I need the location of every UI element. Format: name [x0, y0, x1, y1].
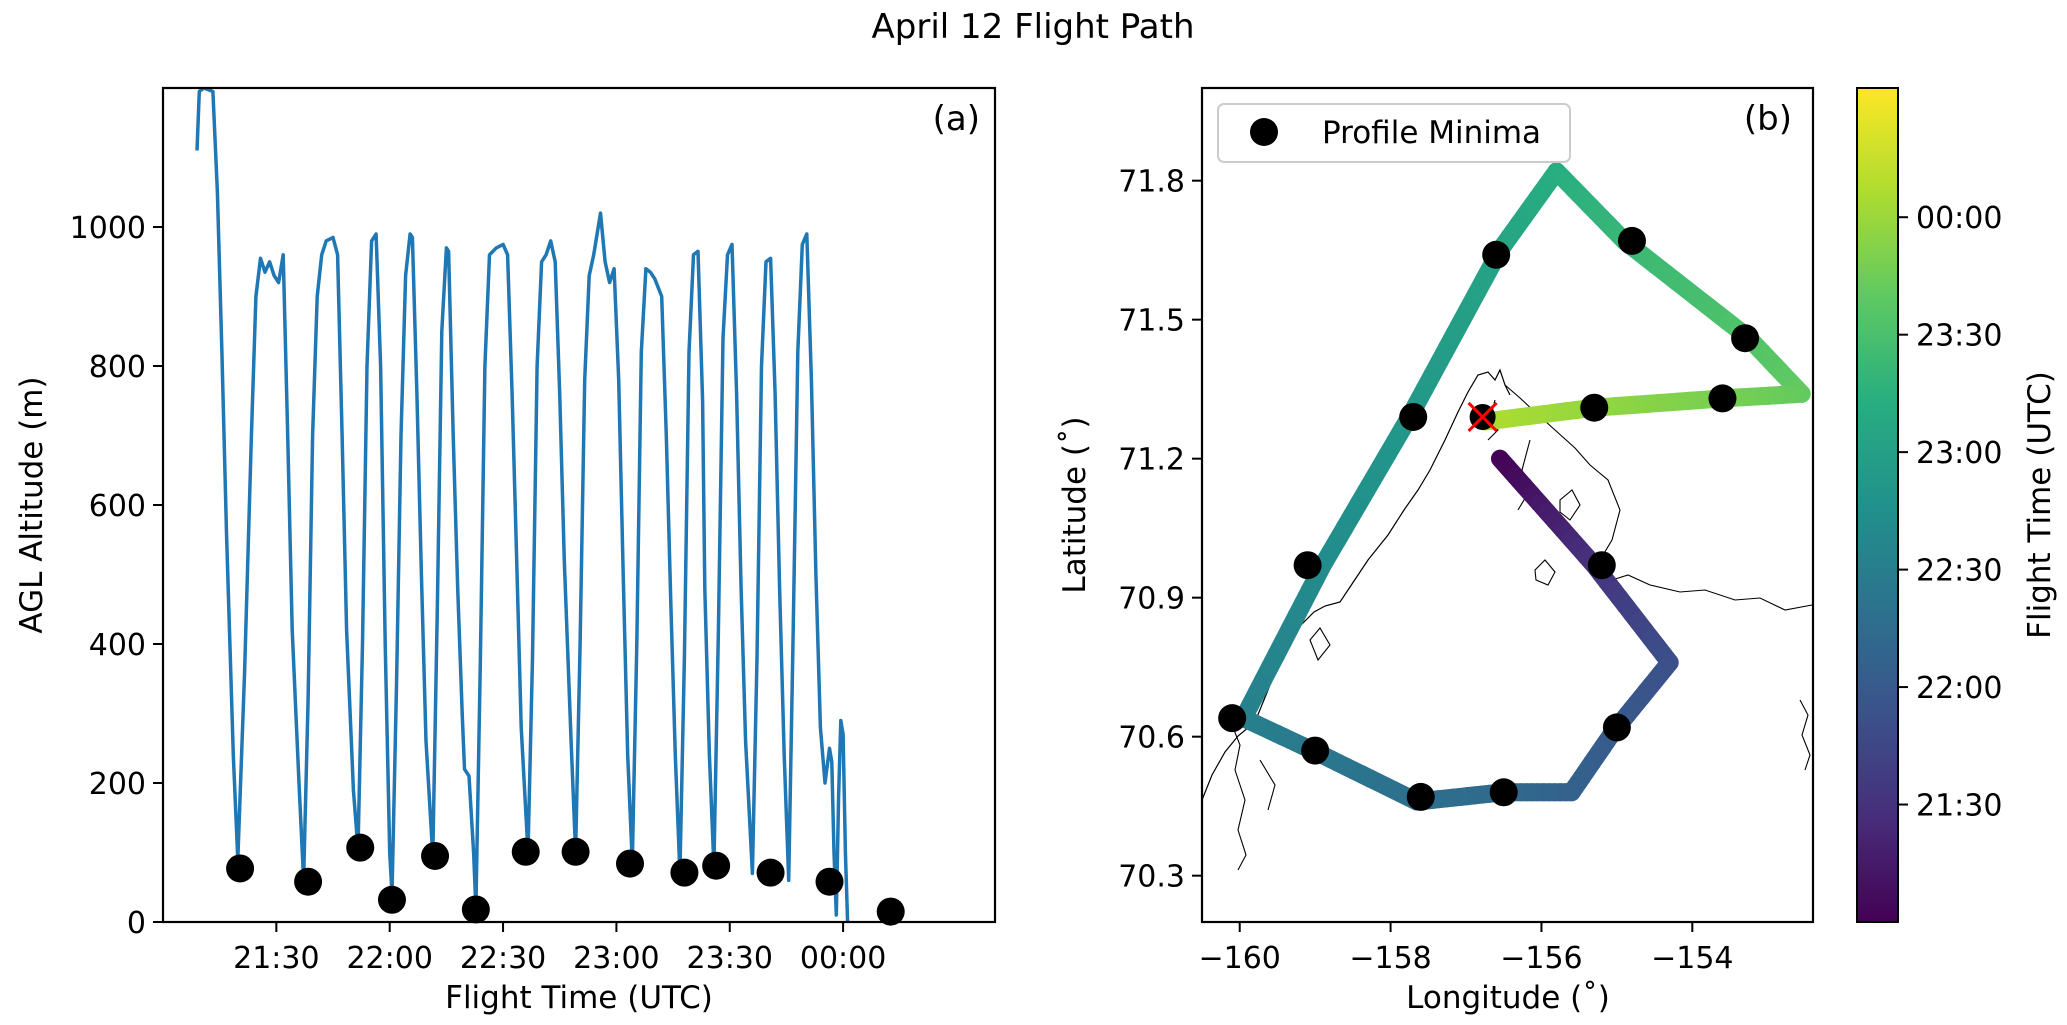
panel-a-minima-markers — [226, 833, 905, 926]
altitude-line — [195, 88, 850, 922]
colorbar-tick-label: 00:00 — [1916, 201, 2002, 236]
x-tick-label: 23:30 — [687, 941, 773, 976]
profile-minimum-marker — [1602, 713, 1631, 742]
profile-minimum-marker — [561, 837, 590, 866]
panel-a-label: (a) — [933, 99, 980, 139]
coastline-island-1 — [1534, 559, 1556, 586]
figure-title: April 12 Flight Path — [872, 7, 1195, 47]
y-tick-label: 200 — [89, 767, 146, 802]
y-tick-label: 70.3 — [1118, 860, 1185, 895]
profile-minimum-marker — [1587, 551, 1616, 580]
x-tick-label: 22:30 — [460, 941, 546, 976]
legend-label: Profile Minima — [1322, 115, 1541, 151]
y-tick-label: 400 — [89, 628, 146, 663]
x-tick-label: −154 — [1651, 941, 1733, 976]
profile-minimum-marker — [1731, 324, 1760, 353]
panel-b-x-axis-label: Longitude (˚) — [1406, 980, 1610, 1016]
colorbar-label: Flight Time (UTC) — [2022, 371, 2058, 639]
panel-b-label: (b) — [1744, 99, 1792, 139]
panel-a: 21:30 22:00 22:30 23:00 23:30 00:00 0 200 400 60… — [14, 86, 997, 1016]
x-tick-label: −160 — [1199, 941, 1281, 976]
panel-a-x-axis: 21:30 22:00 22:30 23:00 23:30 00:00 — [233, 922, 886, 976]
y-tick-label: 71.5 — [1118, 304, 1185, 339]
profile-minimum-marker — [1399, 402, 1428, 431]
profile-minimum-marker — [1580, 393, 1609, 422]
coastline-east — [1799, 699, 1811, 771]
x-tick-label: 23:00 — [573, 941, 659, 976]
coastline-outline — [1202, 368, 1511, 801]
flight-path — [1234, 162, 1811, 811]
coastline-southwest — [1229, 719, 1276, 871]
profile-minimum-marker — [461, 895, 490, 924]
profile-minimum-marker — [1489, 778, 1518, 807]
x-tick-label: 21:30 — [233, 941, 319, 976]
y-tick-label: 0 — [127, 906, 146, 941]
colorbar-ticks: 21:30 22:00 22:30 23:00 23:30 00:00 — [1898, 201, 2002, 824]
colorbar-tick-label: 23:00 — [1916, 436, 2002, 471]
colorbar: 21:30 22:00 22:30 23:00 23:30 00:00 Flight Ti… — [1856, 87, 2058, 923]
profile-minimum-marker — [226, 854, 255, 883]
profile-minimum-marker — [1218, 704, 1247, 733]
start-point-marker — [1467, 401, 1498, 433]
profile-minimum-marker — [756, 858, 785, 887]
profile-minimum-marker — [421, 841, 450, 870]
panel-b-minima-markers — [1218, 226, 1760, 811]
colorbar-tick-label: 22:30 — [1916, 554, 2002, 589]
profile-minimum-marker — [511, 837, 540, 866]
x-tick-label: 22:00 — [346, 941, 432, 976]
coastline-island-2 — [1559, 489, 1581, 521]
panel-b-frame — [1200, 86, 1815, 924]
altitude-series — [195, 88, 850, 922]
colorbar-tick-label: 23:30 — [1916, 319, 2002, 354]
legend-box — [1217, 103, 1571, 163]
y-tick-label: 71.8 — [1118, 165, 1185, 200]
panel-b-x-axis: −160 −158 −156 −154 — [1199, 922, 1734, 976]
profile-minimum-marker — [1293, 551, 1322, 580]
profile-minimum-marker — [346, 833, 375, 862]
panel-a-plot-area — [195, 88, 905, 926]
panel-b-y-axis: 70.3 70.6 70.9 71.2 71.5 71.8 — [1118, 165, 1202, 895]
y-tick-label: 70.6 — [1118, 721, 1185, 756]
panel-a-x-axis-label: Flight Time (UTC) — [445, 980, 713, 1016]
profile-minimum-marker — [1708, 384, 1737, 413]
y-tick-label: 71.2 — [1118, 443, 1185, 478]
profile-minimum-marker — [616, 849, 645, 878]
colorbar-tick-label: 22:00 — [1916, 671, 2002, 706]
start-point-cross — [1467, 401, 1498, 433]
x-tick-label: −158 — [1349, 941, 1431, 976]
profile-minimum-marker — [702, 851, 731, 880]
profile-minimum-marker — [294, 867, 323, 896]
profile-minimum-marker — [876, 897, 905, 926]
y-tick-label: 70.9 — [1118, 582, 1185, 617]
profile-minimum-marker — [670, 858, 699, 887]
y-tick-label: 800 — [89, 350, 146, 385]
y-tick-label: 600 — [89, 489, 146, 524]
panel-a-y-axis: 0 200 400 600 800 1000 — [70, 211, 163, 941]
panel-b-y-axis-label: Latitude (˚) — [1057, 416, 1093, 593]
profile-minimum-marker — [1406, 782, 1435, 811]
profile-minimum-marker — [1482, 240, 1511, 269]
profile-minimum-marker — [377, 885, 406, 914]
x-tick-label: −156 — [1500, 941, 1582, 976]
legend-marker — [1250, 118, 1278, 146]
panel-a-y-axis-label: AGL Altitude (m) — [14, 376, 50, 633]
colorbar-tick-label: 21:30 — [1916, 789, 2002, 824]
legend: Profile Minima — [1217, 103, 1571, 163]
colorbar-gradient — [1856, 87, 1899, 923]
y-tick-label: 1000 — [70, 211, 146, 246]
profile-minimum-marker — [1617, 226, 1646, 255]
profile-minimum-marker — [1301, 736, 1330, 765]
coastline-island-3 — [1309, 627, 1331, 662]
panel-b: −160 −158 −156 −154 70.3 70.6 70.9 71.2 71.5 71.… — [1057, 86, 1815, 1016]
profile-minimum-marker — [815, 867, 844, 896]
x-tick-label: 00:00 — [800, 941, 886, 976]
